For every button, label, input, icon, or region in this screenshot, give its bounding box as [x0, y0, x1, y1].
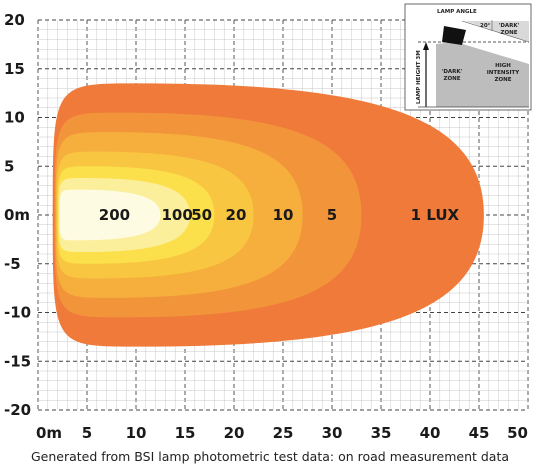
y-tick-label: 15 [4, 60, 25, 78]
y-tick-label: -15 [4, 352, 31, 370]
x-tick-label: 5 [82, 424, 92, 442]
lux-label-20: 20 [226, 206, 247, 224]
inset-lamp-angle-label: LAMP ANGLE [437, 9, 477, 15]
lux-label-5: 5 [327, 206, 337, 224]
x-tick-label: 40 [420, 424, 441, 442]
y-tick-label: -10 [4, 304, 31, 322]
inset-lower-dark-zone-line1: 'DARK' [442, 69, 463, 75]
y-tick-label: -5 [4, 255, 21, 273]
x-tick-label: 35 [371, 424, 392, 442]
x-tick-label: 15 [175, 424, 196, 442]
inset-lower-dark-zone-line2: ZONE [443, 76, 460, 82]
inset-upper-dark-zone-line2: ZONE [500, 30, 517, 36]
y-axis-ticks: 20 15 10 5 0m -5 -10 -15 -20 [4, 11, 31, 419]
inset-lamp-height-label: LAMP HEIGHT 3M [416, 50, 422, 104]
y-tick-label: 5 [4, 157, 14, 175]
x-tick-label: 25 [273, 424, 294, 442]
lamp-angle-inset: LAMP ANGLE 20° 'DARK' ZONE 'DARK' ZONE H… [405, 4, 531, 110]
x-tick-label: 10 [126, 424, 147, 442]
y-tick-label: 0m [4, 206, 30, 224]
lux-label-100: 100 [162, 206, 193, 224]
y-tick-label: 20 [4, 11, 25, 29]
lux-label-1: 1 LUX [411, 206, 460, 224]
lux-label-50: 50 [191, 206, 212, 224]
inset-high-intensity-line1: HIGH [495, 63, 511, 69]
lux-label-10: 10 [273, 206, 294, 224]
x-axis-ticks: 0m 5 10 15 20 25 30 35 40 45 50 [36, 424, 528, 442]
x-tick-label: 20 [224, 424, 245, 442]
lux-label-200: 200 [99, 206, 130, 224]
y-tick-label: -20 [4, 401, 31, 419]
chart-caption: Generated from BSI lamp photometric test… [0, 449, 540, 464]
x-tick-label: 50 [507, 424, 528, 442]
x-tick-label: 0m [36, 424, 62, 442]
inset-upper-dark-zone-line1: 'DARK' [499, 23, 520, 29]
x-tick-label: 45 [469, 424, 490, 442]
y-tick-label: 10 [4, 109, 25, 127]
x-tick-label: 30 [322, 424, 343, 442]
inset-high-intensity-line3: ZONE [494, 77, 511, 83]
inset-high-intensity-line2: INTENSITY [487, 70, 521, 76]
inset-angle-value: 20° [480, 23, 491, 29]
